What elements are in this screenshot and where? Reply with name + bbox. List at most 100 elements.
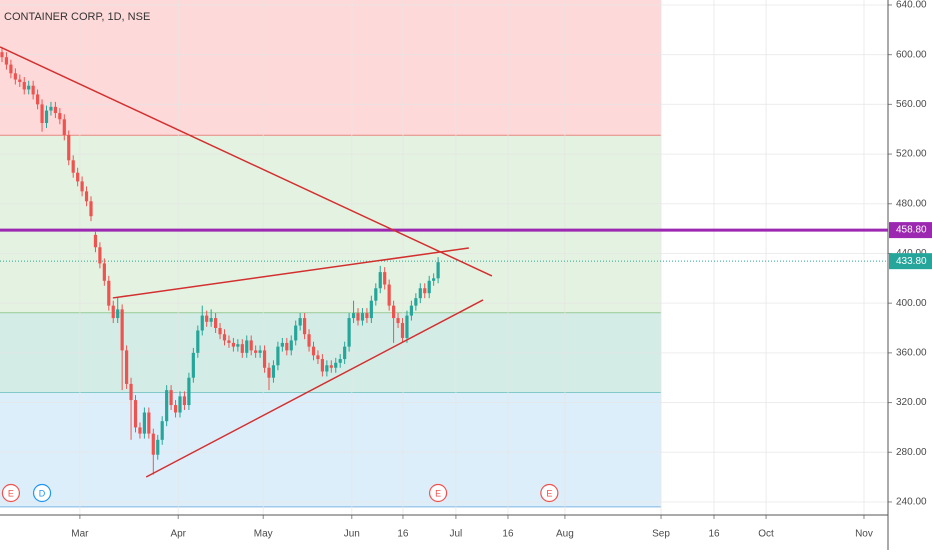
event-label: E — [546, 488, 552, 498]
x-tick-label: Jun — [344, 529, 360, 540]
price-label: 433.80 — [896, 256, 927, 267]
candle-body — [44, 110, 49, 124]
x-tick-label: Oct — [758, 529, 774, 540]
candle-body — [165, 390, 169, 422]
candle-body — [418, 288, 422, 299]
candle-body — [89, 201, 93, 217]
candle-body — [360, 313, 365, 321]
candle-body — [0, 52, 4, 58]
candle-body — [31, 85, 35, 95]
candle-body — [343, 346, 347, 360]
candle-body — [347, 318, 351, 347]
candle-body — [84, 191, 89, 202]
chart-title: CONTAINER CORP, 1D, NSE — [4, 11, 150, 23]
candle-body — [53, 106, 58, 114]
candle-body — [374, 288, 378, 301]
candle-body — [22, 82, 26, 90]
candle-body — [280, 342, 284, 347]
candle-body — [409, 305, 414, 316]
y-tick-label: 560.00 — [896, 99, 927, 110]
candle-body — [125, 350, 129, 384]
candle-body — [365, 313, 369, 319]
candle-body — [334, 362, 338, 368]
candle-body — [222, 334, 227, 341]
x-tick-label: 16 — [708, 529, 720, 540]
candle-body — [107, 280, 111, 306]
candle-body — [191, 352, 195, 378]
candle-body — [182, 396, 187, 406]
candle-body — [218, 328, 222, 335]
trend-line — [145, 299, 484, 478]
candle-body — [160, 421, 164, 440]
candle-body — [427, 280, 431, 294]
trend-line — [0, 46, 493, 277]
zone — [0, 392, 662, 507]
candle-body — [320, 359, 325, 372]
candle-body — [227, 340, 231, 343]
candle-body — [93, 234, 98, 248]
candle-body — [205, 315, 209, 322]
zone — [0, 0, 662, 136]
price-label: 458.80 — [896, 225, 927, 236]
candle-body — [76, 172, 80, 182]
x-tick-label: 16 — [397, 529, 409, 540]
price-label-box — [889, 253, 932, 270]
candle-body — [356, 313, 360, 321]
candle-body — [58, 113, 62, 120]
candle-body — [303, 318, 307, 335]
event-label: E — [8, 488, 14, 498]
event-label: D — [39, 488, 46, 498]
candle-body — [378, 272, 382, 289]
y-tick-label: 280.00 — [896, 447, 927, 458]
candle-body — [120, 309, 124, 351]
candle-body — [405, 315, 409, 338]
candle-body — [9, 64, 13, 74]
y-tick-label: 640.00 — [896, 0, 927, 11]
x-tick-label: Jul — [450, 529, 463, 540]
candle-body — [102, 263, 106, 281]
candle-body — [338, 359, 342, 363]
candle-body — [436, 262, 440, 279]
candle-body — [414, 298, 418, 306]
candle-body — [27, 85, 31, 90]
candle-body — [178, 396, 182, 413]
candle-body — [249, 340, 253, 351]
x-tick-label: Apr — [170, 529, 186, 540]
y-tick-label: 240.00 — [896, 497, 927, 508]
candle-body — [4, 57, 9, 65]
candle-body — [49, 106, 53, 111]
event-marker — [1, 483, 21, 503]
candle-body — [36, 94, 40, 105]
candle-body — [147, 412, 151, 434]
candle-body — [214, 318, 218, 329]
candle-body — [396, 318, 400, 324]
event-label: E — [435, 488, 441, 498]
y-tick-label: 400.00 — [896, 298, 927, 309]
candle-body — [111, 305, 115, 319]
candle-body — [285, 342, 289, 351]
candle-body — [142, 412, 147, 434]
candle-body — [329, 365, 333, 368]
x-tick-label: Aug — [556, 529, 574, 540]
x-tick-label: Mar — [71, 529, 89, 540]
candle-body — [294, 325, 298, 341]
candle-body — [432, 278, 436, 281]
candle-body — [351, 313, 356, 319]
candle-body — [40, 104, 44, 124]
candle-body — [209, 318, 213, 322]
trend-line — [112, 247, 469, 299]
candle-body — [151, 433, 155, 455]
x-tick-label: 16 — [502, 529, 514, 540]
candle-body — [387, 284, 391, 306]
candle-body — [271, 365, 276, 378]
candle-body — [423, 288, 427, 294]
candle-body — [245, 340, 249, 353]
x-tick-label: May — [254, 529, 273, 540]
candle-body — [231, 342, 236, 347]
candle-body — [80, 181, 84, 192]
candle-body — [173, 405, 178, 413]
candle-body — [13, 73, 17, 80]
y-tick-label: 600.00 — [896, 49, 927, 60]
